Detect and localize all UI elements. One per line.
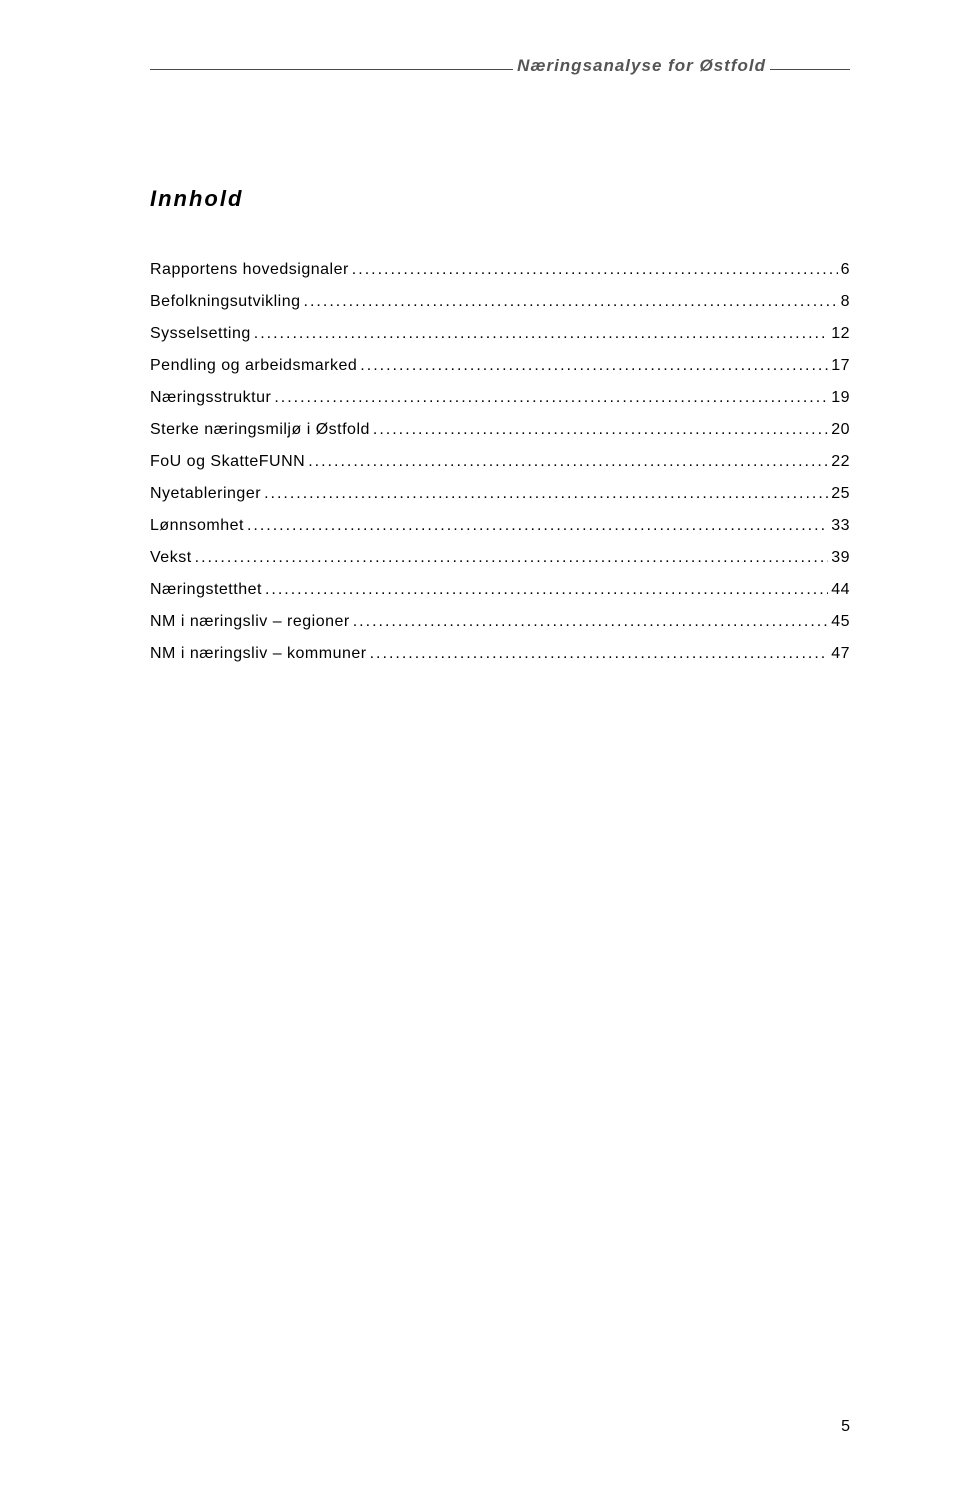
toc-leader bbox=[308, 446, 828, 478]
toc-row: NM i næringsliv – kommuner 47 bbox=[150, 638, 850, 670]
toc-page: 45 bbox=[828, 606, 850, 638]
toc-row: FoU og SkatteFUNN 22 bbox=[150, 446, 850, 478]
toc-row: Befolkningsutvikling 8 bbox=[150, 286, 850, 318]
toc-leader bbox=[360, 350, 828, 382]
toc-row: Næringsstruktur 19 bbox=[150, 382, 850, 414]
table-of-contents: Rapportens hovedsignaler 6 Befolkningsut… bbox=[150, 254, 850, 670]
toc-page: 6 bbox=[838, 254, 850, 286]
toc-label: Sysselsetting bbox=[150, 318, 254, 350]
toc-row: Lønnsomhet 33 bbox=[150, 510, 850, 542]
toc-label: Sterke næringsmiljø i Østfold bbox=[150, 414, 373, 446]
toc-row: Sysselsetting 12 bbox=[150, 318, 850, 350]
header-title: Næringsanalyse for Østfold bbox=[513, 56, 770, 76]
toc-page: 19 bbox=[828, 382, 850, 414]
toc-page: 22 bbox=[828, 446, 850, 478]
toc-page: 39 bbox=[828, 542, 850, 574]
toc-label: Vekst bbox=[150, 542, 195, 574]
toc-label: Nyetableringer bbox=[150, 478, 264, 510]
toc-leader bbox=[304, 286, 838, 318]
toc-label: Pendling og arbeidsmarked bbox=[150, 350, 360, 382]
toc-leader bbox=[274, 382, 828, 414]
toc-label: Rapportens hovedsignaler bbox=[150, 254, 352, 286]
toc-page: 17 bbox=[828, 350, 850, 382]
toc-label: NM i næringsliv – regioner bbox=[150, 606, 353, 638]
running-header: Næringsanalyse for Østfold bbox=[150, 56, 850, 76]
toc-page: 47 bbox=[828, 638, 850, 670]
toc-row: Rapportens hovedsignaler 6 bbox=[150, 254, 850, 286]
toc-leader bbox=[265, 574, 828, 606]
toc-leader bbox=[352, 254, 838, 286]
page-number: 5 bbox=[841, 1418, 850, 1436]
toc-label: Lønnsomhet bbox=[150, 510, 247, 542]
toc-page: 25 bbox=[828, 478, 850, 510]
toc-row: Nyetableringer 25 bbox=[150, 478, 850, 510]
toc-page: 44 bbox=[828, 574, 850, 606]
section-title: Innhold bbox=[150, 186, 850, 212]
toc-label: FoU og SkatteFUNN bbox=[150, 446, 308, 478]
toc-leader bbox=[373, 414, 828, 446]
toc-page: 8 bbox=[838, 286, 850, 318]
header-rule-right bbox=[770, 69, 850, 70]
toc-page: 12 bbox=[828, 318, 850, 350]
toc-row: Vekst 39 bbox=[150, 542, 850, 574]
toc-page: 33 bbox=[828, 510, 850, 542]
toc-label: Befolkningsutvikling bbox=[150, 286, 304, 318]
toc-row: Næringstetthet 44 bbox=[150, 574, 850, 606]
toc-row: NM i næringsliv – regioner 45 bbox=[150, 606, 850, 638]
toc-leader bbox=[353, 606, 828, 638]
toc-label: NM i næringsliv – kommuner bbox=[150, 638, 370, 670]
toc-row: Pendling og arbeidsmarked 17 bbox=[150, 350, 850, 382]
toc-label: Næringstetthet bbox=[150, 574, 265, 606]
toc-leader bbox=[247, 510, 828, 542]
header-rule-left bbox=[150, 69, 513, 70]
document-page: Næringsanalyse for Østfold Innhold Rappo… bbox=[0, 0, 960, 1488]
toc-row: Sterke næringsmiljø i Østfold 20 bbox=[150, 414, 850, 446]
toc-leader bbox=[370, 638, 829, 670]
toc-label: Næringsstruktur bbox=[150, 382, 274, 414]
toc-leader bbox=[254, 318, 828, 350]
toc-page: 20 bbox=[828, 414, 850, 446]
toc-leader bbox=[264, 478, 828, 510]
toc-leader bbox=[195, 542, 829, 574]
